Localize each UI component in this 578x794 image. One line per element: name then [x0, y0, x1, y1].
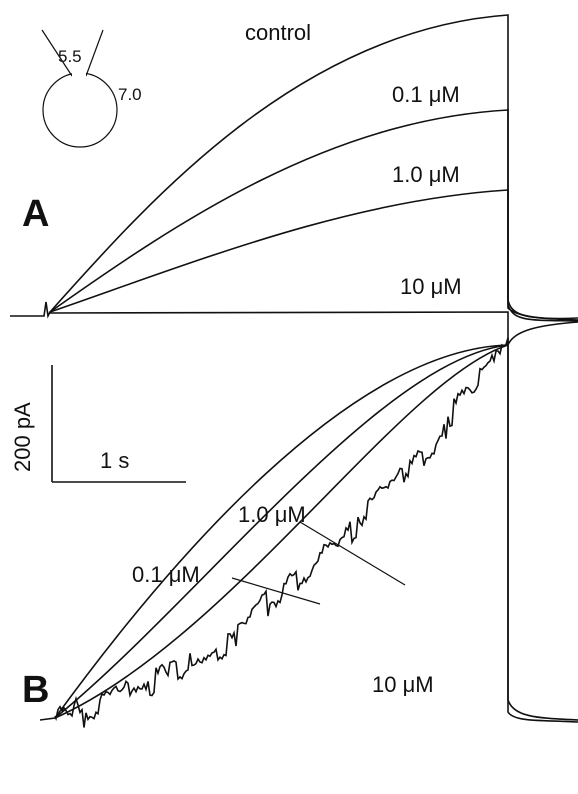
- panel-label: A: [22, 193, 49, 235]
- trace-label: 1.0 μM: [392, 162, 460, 187]
- trace-label: 10 μM: [372, 672, 434, 697]
- pipette-inside: 5.5: [58, 47, 82, 66]
- pipette-outside: 7.0: [118, 85, 142, 104]
- trace-label: 0.1 μM: [132, 562, 200, 587]
- trace-label: 0.1 μM: [392, 82, 460, 107]
- panel-a-traces: [10, 14, 578, 346]
- scale-vertical: 200 pA: [10, 402, 35, 472]
- panel-label: B: [22, 669, 49, 711]
- trace-label: control: [245, 20, 311, 45]
- pipette: [41, 29, 118, 148]
- trace-label: 10 μM: [400, 274, 462, 299]
- noisy-trace: [54, 337, 578, 728]
- panel-b-traces: [39, 337, 578, 728]
- scale-bar: [51, 365, 186, 483]
- scale-horizontal: 1 s: [100, 448, 129, 473]
- trace-label: 1.0 μM: [238, 502, 306, 527]
